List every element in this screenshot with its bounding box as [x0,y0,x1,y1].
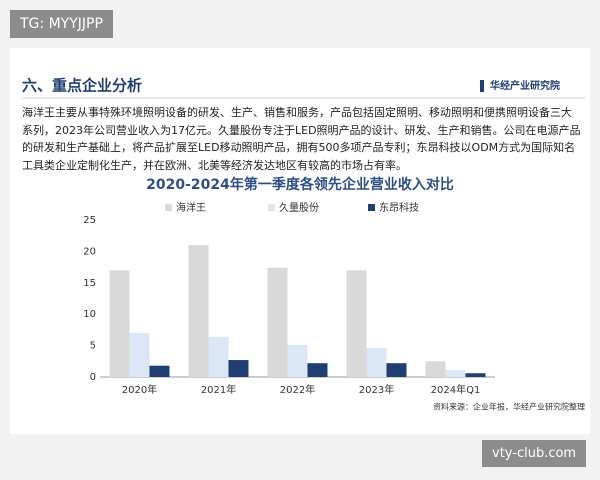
logo: 华经产业研究院 [490,79,560,92]
bar [386,363,407,377]
bar [287,344,308,377]
y-tick-label: 10 [83,309,96,320]
y-tick-label: 15 [83,278,96,289]
x-tick-label: 2020年 [122,383,157,396]
bar [445,370,466,377]
bar [129,333,150,377]
bar [149,365,170,377]
x-tick-label: 2022年 [280,383,315,396]
legend-label: 海洋王 [176,201,206,214]
watermark: vty-club.com [482,440,587,467]
x-tick-label: 2024年Q1 [431,383,481,396]
bar [109,270,130,377]
paragraph: 海洋王主要从事特殊环境照明设备的研发、生产、销售和服务，产品包括固定照明、移动照… [22,106,581,172]
y-tick-label: 25 [83,215,96,226]
bar [465,373,486,377]
x-tick-label: 2023年 [359,383,394,396]
legend-swatch [368,204,375,211]
y-tick-label: 20 [83,246,96,257]
section-title: 六、重点企业分析 [22,77,142,95]
bar [267,267,288,377]
bar [346,270,367,377]
bar [307,363,328,377]
badge: TG: MYYJJPP [10,10,113,38]
y-tick-label: 5 [90,341,96,352]
legend-swatch [165,204,172,211]
x-tick-label: 2021年 [201,383,236,396]
logo-icon [480,80,484,92]
chart-title: 2020-2024年第一季度各领先企业营业收入对比 [146,176,454,193]
legend-label: 东昂科技 [379,201,419,214]
bar [366,348,387,377]
legend-swatch [268,204,275,211]
bar [228,360,249,377]
bar [425,361,446,377]
source: 资料来源：企业年报，华经产业研究院整理 [433,402,585,412]
legend-label: 久量股份 [279,202,319,214]
y-tick-label: 0 [90,372,96,383]
bar [208,336,229,377]
bar [188,245,209,377]
